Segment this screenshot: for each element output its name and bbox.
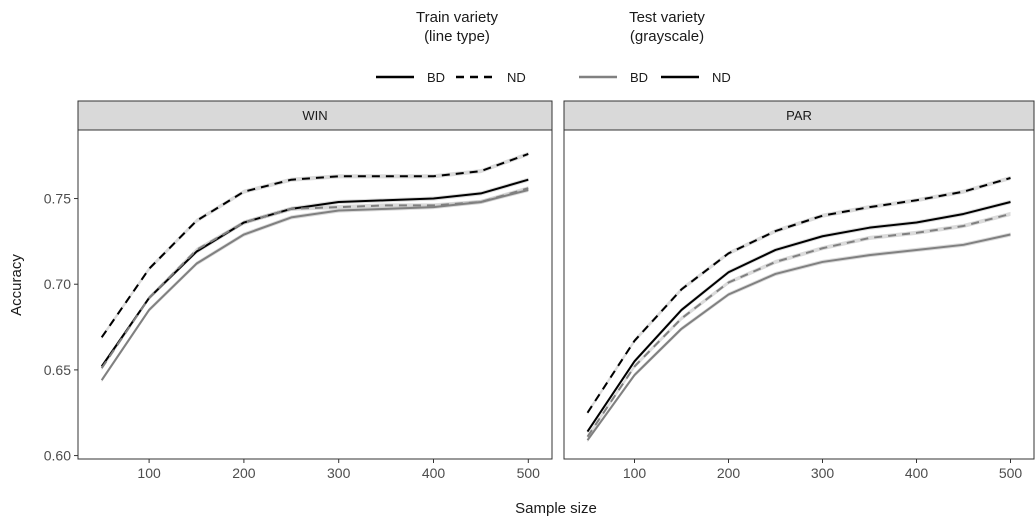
panel-border-win (77, 129, 553, 460)
panels: WIN 100 200 300 400 500 0.60 0.65 0.70 0.75 PAR 100… (44, 100, 1035, 481)
x-tick-label-par-500: 500 (999, 465, 1023, 481)
series-line-par-train-nd-test-nd (586, 177, 1011, 414)
x-tick-label-par-400: 400 (905, 465, 929, 481)
x-tick-label-win-400: 400 (422, 465, 446, 481)
strip-label-win: WIN (302, 108, 327, 123)
series-line-win-train-nd-test-nd (100, 153, 529, 338)
panel-border-par (563, 129, 1035, 460)
ci-band-par-1 (587, 199, 1011, 434)
y-tick-label-3: 0.75 (44, 191, 71, 207)
x-tick-label-win-500: 500 (517, 465, 541, 481)
series-line-par-train-bd-test-nd (586, 200, 1011, 433)
panel-par: PAR 100 200 300 400 500 (563, 100, 1035, 481)
legend-line-type-item-bd: BD (427, 70, 445, 85)
legend: Train variety (line type) BD ND Test var… (376, 9, 731, 85)
strip-win (77, 100, 553, 131)
x-axis-title: Sample size (515, 500, 597, 517)
panel-win: WIN 100 200 300 400 500 0.60 0.65 0.70 0.75 (44, 100, 553, 481)
legend-grayscale-item-bd: BD (630, 70, 648, 85)
series-line-par-train-bd-test-bd (586, 233, 1011, 441)
legend-grayscale-item-nd: ND (712, 70, 731, 85)
x-tick-label-par-200: 200 (717, 465, 741, 481)
series-line-win-train-bd-test-bd (100, 189, 529, 381)
x-tick-label-par-100: 100 (623, 465, 647, 481)
y-tick-label-0: 0.60 (44, 448, 71, 464)
legend-grayscale-title-2: (grayscale) (630, 28, 704, 45)
y-axis-title: Accuracy (8, 254, 25, 316)
strip-label-par: PAR (786, 108, 812, 123)
ci-band-win-0 (101, 151, 529, 340)
strip-par (563, 100, 1035, 131)
x-tick-label-win-100: 100 (137, 465, 161, 481)
legend-line-type-title-2: (line type) (424, 28, 490, 45)
x-tick-label-par-300: 300 (811, 465, 835, 481)
legend-line-type-title-1: Train variety (416, 9, 498, 26)
ci-band-par-3 (587, 232, 1011, 443)
legend-line-type-item-nd: ND (507, 70, 526, 85)
y-tick-label-2: 0.70 (44, 276, 71, 292)
x-tick-label-win-300: 300 (327, 465, 351, 481)
ci-band-win-3 (101, 187, 529, 383)
legend-grayscale-title-1: Test variety (629, 9, 705, 26)
y-tick-label-1: 0.65 (44, 362, 71, 378)
series-line-par-train-nd-test-bd (586, 212, 1011, 438)
x-tick-label-win-200: 200 (232, 465, 256, 481)
ci-band-par-0 (587, 175, 1011, 415)
